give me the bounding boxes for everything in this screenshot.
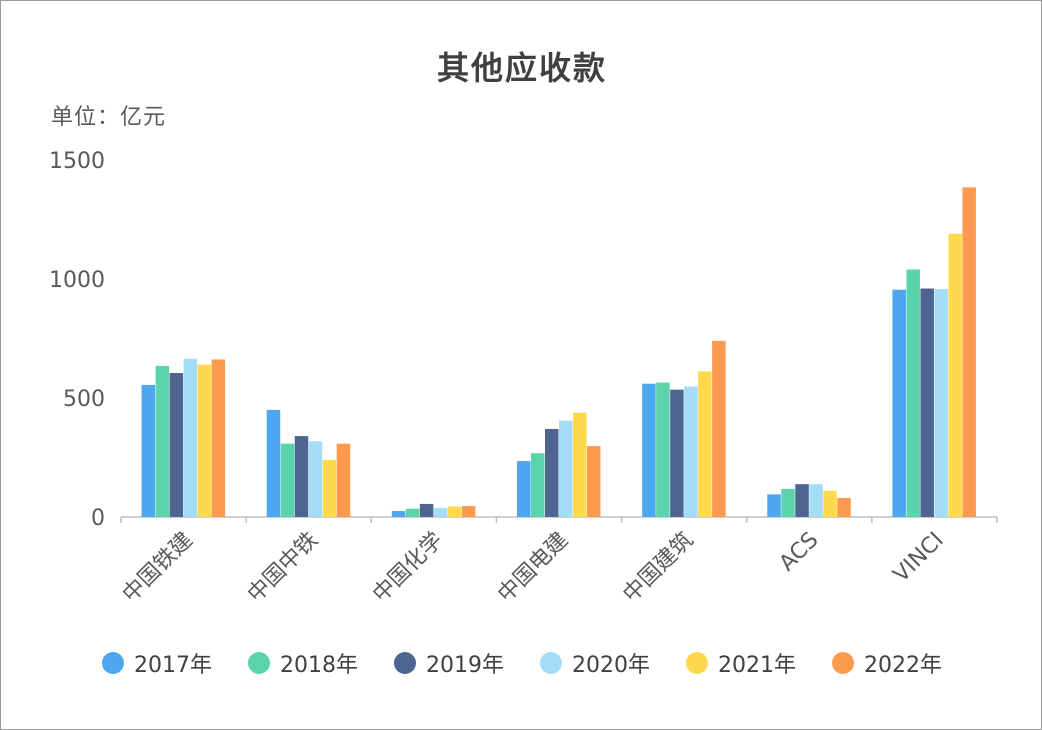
y-tick-label: 1500 bbox=[49, 149, 105, 174]
bar bbox=[280, 443, 295, 517]
bar bbox=[684, 386, 698, 517]
bar bbox=[336, 443, 351, 517]
legend-swatch bbox=[248, 652, 270, 674]
legend-item: 2021年 bbox=[686, 647, 796, 679]
bar bbox=[587, 446, 601, 517]
legend-item: 2018年 bbox=[248, 647, 358, 679]
x-tick-label: ACS bbox=[775, 528, 824, 577]
chart-title: 其他应收款 bbox=[436, 49, 607, 87]
unit-label: 单位：亿元 bbox=[51, 105, 167, 130]
bar bbox=[545, 428, 559, 517]
bar bbox=[322, 459, 337, 517]
bar bbox=[656, 382, 670, 517]
legend-label: 2022年 bbox=[864, 653, 942, 678]
bar bbox=[906, 269, 920, 517]
legend-label: 2018年 bbox=[280, 653, 358, 678]
bar bbox=[712, 340, 726, 517]
bar bbox=[169, 373, 184, 517]
bar bbox=[559, 420, 573, 517]
bar bbox=[308, 441, 323, 517]
legend-swatch bbox=[686, 652, 708, 674]
legend-label: 2017年 bbox=[134, 653, 212, 678]
bar bbox=[823, 490, 837, 517]
legend-swatch bbox=[540, 652, 562, 674]
y-tick-label: 0 bbox=[91, 506, 105, 531]
x-tick-label: 中国中铁 bbox=[243, 528, 323, 608]
y-tick-label: 500 bbox=[63, 387, 105, 412]
bar bbox=[698, 371, 712, 517]
y-tick-label: 1000 bbox=[49, 268, 105, 293]
bar bbox=[155, 365, 170, 517]
x-tick-label: 中国电建 bbox=[493, 528, 573, 608]
bar-chart: 0 500 1000 1500 中国铁建 中国中铁 中国化学 中国电建 中国建筑 ACS VINCI bbox=[49, 149, 998, 608]
bar bbox=[211, 359, 226, 517]
bar bbox=[920, 288, 934, 517]
bar bbox=[419, 503, 434, 517]
x-tick-label: 中国建筑 bbox=[618, 528, 698, 608]
legend-label: 2021年 bbox=[718, 653, 796, 678]
bar bbox=[837, 497, 851, 517]
bar bbox=[405, 508, 420, 517]
bar bbox=[670, 389, 684, 517]
legend-swatch bbox=[102, 652, 124, 674]
bar bbox=[642, 383, 656, 517]
bar bbox=[767, 494, 781, 517]
bar bbox=[573, 412, 587, 517]
bar bbox=[141, 384, 156, 517]
bar bbox=[517, 461, 531, 517]
bar bbox=[197, 364, 212, 517]
legend-item: 2019年 bbox=[394, 647, 504, 679]
bar bbox=[461, 506, 476, 517]
legend-label: 2020年 bbox=[572, 653, 650, 678]
x-tick-label: VINCI bbox=[889, 528, 949, 588]
bar bbox=[391, 511, 406, 517]
bar bbox=[266, 409, 281, 517]
bar bbox=[433, 507, 448, 517]
bar bbox=[948, 233, 962, 517]
bar bbox=[934, 288, 948, 517]
bar bbox=[183, 358, 198, 517]
bar bbox=[781, 488, 795, 517]
x-tick-label: 中国化学 bbox=[368, 528, 448, 608]
bar bbox=[962, 187, 976, 517]
bar bbox=[294, 436, 309, 517]
legend-item: 2017年 bbox=[102, 647, 212, 679]
bar bbox=[531, 453, 545, 517]
legend-swatch bbox=[394, 652, 416, 674]
bar bbox=[892, 289, 906, 517]
x-tick-label: 中国铁建 bbox=[118, 528, 198, 608]
bar bbox=[447, 506, 462, 517]
legend-item: 2020年 bbox=[540, 647, 650, 679]
legend: 2017年 2018年 2019年 2020年 2021年 2022年 bbox=[1, 647, 1042, 679]
legend-label: 2019年 bbox=[426, 653, 504, 678]
legend-swatch bbox=[832, 652, 854, 674]
legend-item: 2022年 bbox=[832, 647, 942, 679]
bar bbox=[795, 484, 809, 517]
bar bbox=[809, 484, 823, 517]
